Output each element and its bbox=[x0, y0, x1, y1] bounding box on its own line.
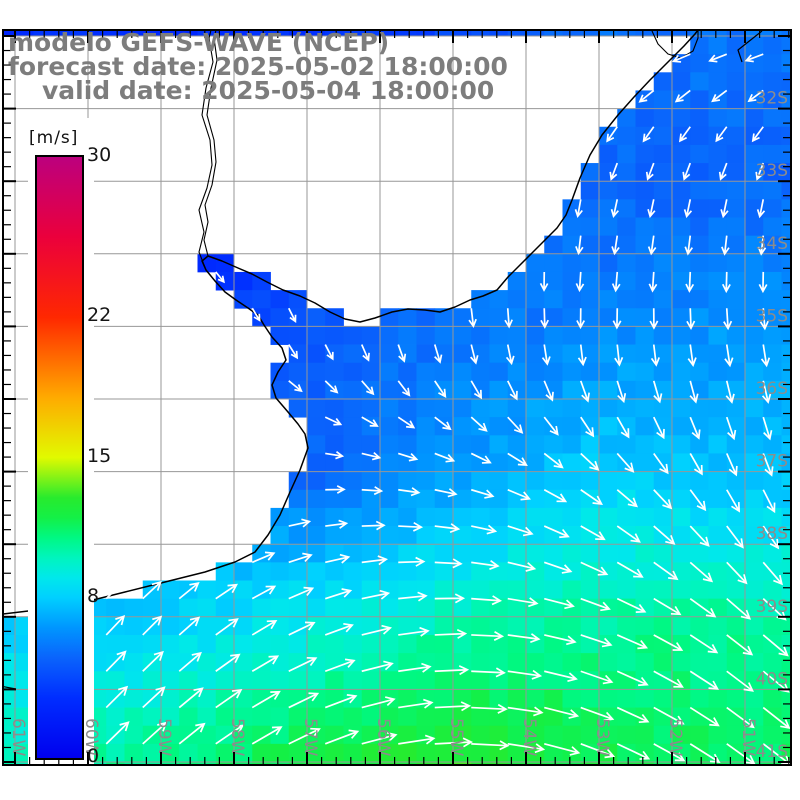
colorbar-gradient bbox=[35, 155, 84, 760]
colorbar-tick-label: 22 bbox=[87, 304, 112, 327]
model-title: modelo GEFS-WAVE (NCEP) bbox=[8, 28, 390, 57]
lon-label: 55W bbox=[446, 718, 466, 757]
lat-label: 37S bbox=[756, 452, 788, 472]
lon-label: 59W bbox=[154, 718, 174, 757]
lon-label: 54W bbox=[519, 718, 539, 757]
forecast-date: forecast date: 2025-05-02 18:00:00 bbox=[8, 52, 508, 81]
lat-label: 38S bbox=[756, 524, 788, 544]
lat-label: 34S bbox=[756, 234, 788, 254]
colorbar-tick-label: 15 bbox=[87, 444, 112, 467]
wind-arrows bbox=[32, 53, 791, 765]
lon-label: 51W bbox=[738, 718, 758, 757]
title-block: modelo GEFS-WAVE (NCEP) forecast date: 2… bbox=[8, 28, 508, 105]
lat-label: 39S bbox=[756, 597, 788, 617]
map-frame bbox=[2, 29, 792, 766]
colorbar-tick-label: 8 bbox=[87, 584, 100, 607]
lon-label: 53W bbox=[592, 718, 612, 757]
colorbar-tick-label: 30 bbox=[87, 144, 112, 166]
graticule-labels: 31S 32S 33S 34S 35S 36S 37S 38S 39S 40S 41S 61W 60W 5… bbox=[8, 16, 788, 762]
lat-label: 31S bbox=[756, 16, 788, 36]
lon-label: 57W bbox=[300, 718, 320, 757]
lon-label: 58W bbox=[227, 718, 247, 757]
lat-label: 32S bbox=[756, 89, 788, 109]
lat-label: 41S bbox=[756, 742, 788, 762]
lat-label: 36S bbox=[756, 379, 788, 399]
lon-label: 61W bbox=[8, 718, 28, 757]
lat-label: 40S bbox=[756, 669, 788, 689]
lon-label: 60W bbox=[81, 718, 101, 757]
colorbar-unit-label: [m/s] bbox=[29, 128, 79, 148]
lon-label: 52W bbox=[665, 718, 685, 757]
colorbar-tick-label: 0 bbox=[87, 745, 100, 767]
lon-label: 56W bbox=[373, 718, 393, 757]
valid-date: valid date: 2025-05-04 18:00:00 bbox=[42, 76, 495, 105]
lat-label: 33S bbox=[756, 161, 788, 181]
lat-label: 35S bbox=[756, 306, 788, 326]
